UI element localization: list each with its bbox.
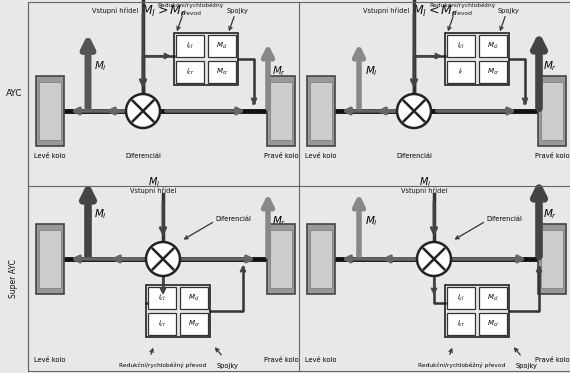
Bar — [307, 76, 335, 146]
Bar — [538, 76, 566, 146]
Text: Super AYC: Super AYC — [10, 260, 18, 298]
Text: $M_l < M_r$: $M_l < M_r$ — [412, 4, 458, 19]
Bar — [479, 313, 507, 335]
Bar — [267, 76, 295, 146]
Bar — [36, 224, 64, 294]
Text: Pravé kolo: Pravé kolo — [535, 357, 569, 363]
Text: Spojky: Spojky — [498, 8, 520, 14]
Bar — [148, 287, 176, 309]
Text: $M_{cr}$: $M_{cr}$ — [215, 67, 229, 77]
Text: Redukční/rychloběžný: Redukční/rychloběžný — [429, 3, 495, 9]
Text: $M_{cl}$: $M_{cl}$ — [487, 293, 499, 303]
Bar — [208, 35, 236, 57]
Text: $M_{cr}$: $M_{cr}$ — [487, 67, 499, 77]
Bar — [267, 224, 295, 294]
Text: Spojky: Spojky — [516, 363, 538, 369]
Text: Levé kolo: Levé kolo — [306, 357, 337, 363]
Bar — [180, 313, 208, 335]
Bar — [541, 82, 563, 140]
Text: Redukční/rychloběžný převod: Redukční/rychloběžný převod — [418, 363, 506, 369]
Text: $M_r$: $M_r$ — [272, 214, 286, 228]
Text: $i_{cl}$: $i_{cl}$ — [457, 293, 465, 303]
Text: Spojky: Spojky — [227, 8, 249, 14]
Text: Pravé kolo: Pravé kolo — [535, 153, 569, 159]
Text: $M_i$: $M_i$ — [148, 175, 160, 189]
Bar — [445, 285, 509, 337]
Bar — [447, 287, 475, 309]
Bar — [447, 35, 475, 57]
Circle shape — [417, 242, 451, 276]
Text: $i_{cl}$: $i_{cl}$ — [158, 293, 166, 303]
Bar — [39, 230, 61, 288]
Text: Pravé kolo: Pravé kolo — [264, 153, 298, 159]
Text: $M_{cr}$: $M_{cr}$ — [188, 319, 201, 329]
Bar — [36, 76, 64, 146]
Text: $M_l$: $M_l$ — [365, 64, 378, 78]
Text: Vstupní hřídel: Vstupní hřídel — [92, 8, 138, 15]
Text: AYC: AYC — [6, 88, 22, 97]
Bar — [39, 82, 61, 140]
Text: Diferenciál: Diferenciál — [215, 216, 251, 222]
Text: $i_{cl}$: $i_{cl}$ — [186, 41, 194, 51]
Text: Levé kolo: Levé kolo — [306, 153, 337, 159]
Text: $M_r$: $M_r$ — [543, 207, 557, 221]
Text: $M_{cl}$: $M_{cl}$ — [188, 293, 200, 303]
Text: $M_r$: $M_r$ — [272, 64, 286, 78]
Text: Vstupní hřídel: Vstupní hřídel — [130, 188, 176, 194]
Text: převod: převod — [181, 10, 202, 16]
Bar — [445, 33, 509, 85]
Text: Diferenciál: Diferenciál — [486, 216, 522, 222]
Text: převod: převod — [451, 10, 473, 16]
Circle shape — [146, 242, 180, 276]
Bar — [148, 313, 176, 335]
Text: Diferenciál: Diferenciál — [125, 153, 161, 159]
Text: Redukční/rychloběžný: Redukční/rychloběžný — [158, 3, 224, 9]
Text: $i_{cl}$: $i_{cl}$ — [457, 41, 465, 51]
Text: $M_l$: $M_l$ — [365, 214, 378, 228]
Bar — [310, 82, 332, 140]
Bar — [174, 33, 238, 85]
Text: $M_l$: $M_l$ — [94, 207, 107, 221]
Text: Pravé kolo: Pravé kolo — [264, 357, 298, 363]
Text: $M_i$: $M_i$ — [419, 175, 431, 189]
Text: Spojky: Spojky — [217, 363, 239, 369]
Circle shape — [126, 94, 160, 128]
Bar — [447, 313, 475, 335]
Bar — [176, 35, 204, 57]
Bar — [479, 61, 507, 83]
Text: $M_{cl}$: $M_{cl}$ — [216, 41, 228, 51]
Text: Redukční/rychloběžný převod: Redukční/rychloběžný převod — [119, 363, 206, 369]
Text: $i_{cr}$: $i_{cr}$ — [457, 319, 466, 329]
Bar — [176, 61, 204, 83]
Bar — [307, 224, 335, 294]
Bar — [270, 82, 292, 140]
Text: Levé kolo: Levé kolo — [34, 153, 66, 159]
Text: $i_{cr}$: $i_{cr}$ — [186, 67, 194, 77]
Text: $i_{cr}$: $i_{cr}$ — [157, 319, 166, 329]
Bar — [479, 287, 507, 309]
Text: Vstupní hřídel: Vstupní hřídel — [363, 8, 409, 15]
Text: $i_r$: $i_r$ — [458, 67, 464, 77]
Text: Vstupní hřídel: Vstupní hřídel — [401, 188, 447, 194]
Circle shape — [397, 94, 431, 128]
Bar — [180, 287, 208, 309]
Text: $M_{cl}$: $M_{cl}$ — [487, 41, 499, 51]
Bar — [538, 224, 566, 294]
Text: $M_r$: $M_r$ — [543, 59, 557, 73]
Bar — [541, 230, 563, 288]
Bar — [310, 230, 332, 288]
Text: Levé kolo: Levé kolo — [34, 357, 66, 363]
Text: $M_l > M_r$: $M_l > M_r$ — [141, 4, 187, 19]
Bar — [208, 61, 236, 83]
Bar — [447, 61, 475, 83]
Bar — [146, 285, 210, 337]
Text: Diferenciál: Diferenciál — [396, 153, 432, 159]
Text: $M_{cr}$: $M_{cr}$ — [487, 319, 499, 329]
Bar — [479, 35, 507, 57]
Text: $M_l$: $M_l$ — [94, 59, 107, 73]
Bar — [270, 230, 292, 288]
